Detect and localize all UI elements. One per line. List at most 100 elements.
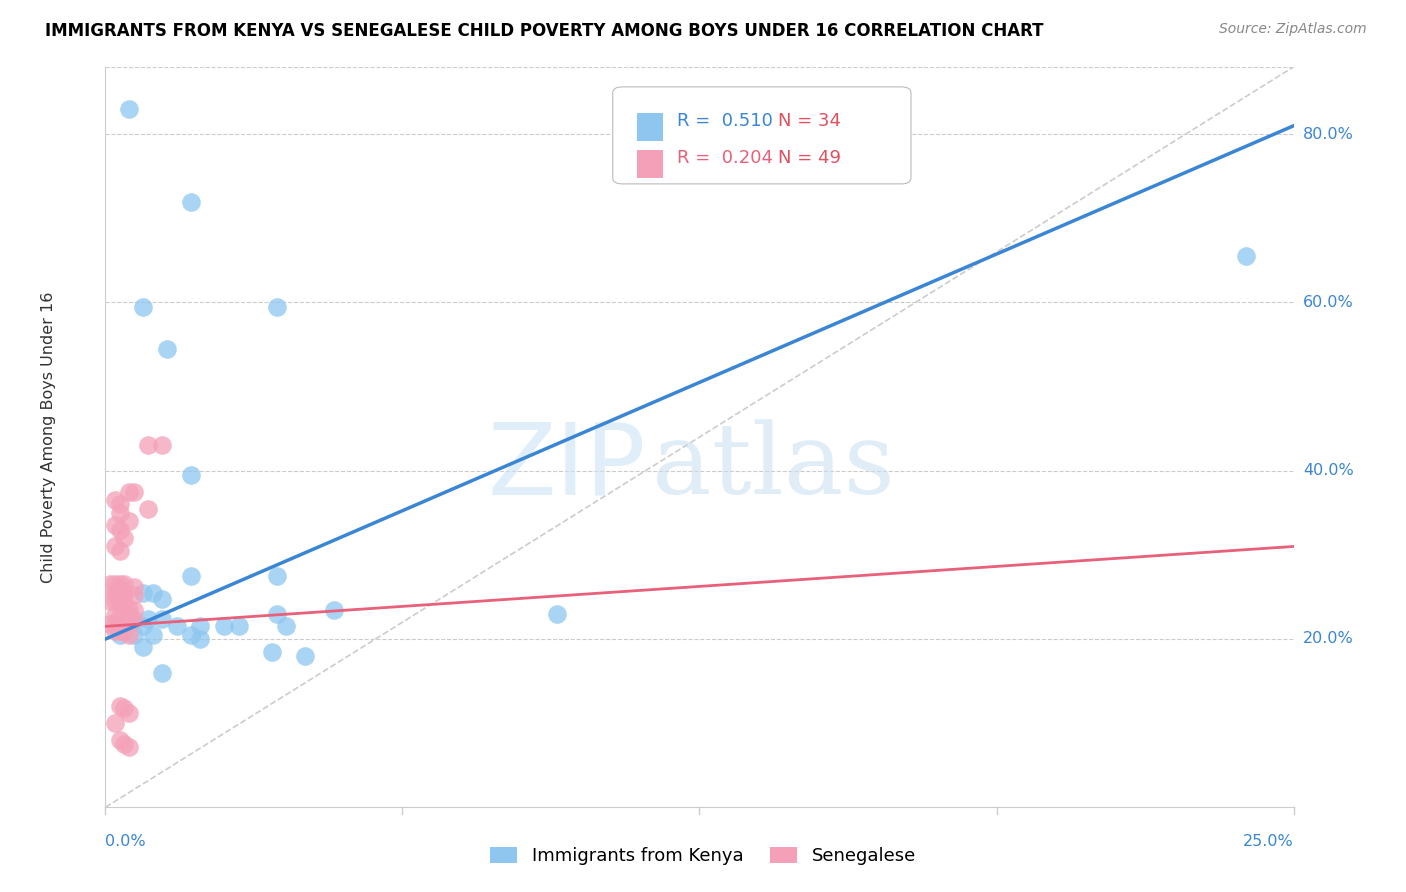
Point [214, 619, 236, 633]
Point [108, 582, 131, 596]
Point [108, 523, 131, 537]
Point [142, 585, 165, 599]
Point [228, 619, 250, 633]
Point [108, 585, 131, 599]
Point [108, 619, 131, 633]
Legend: Immigrants from Kenya, Senegalese: Immigrants from Kenya, Senegalese [482, 839, 924, 872]
Point [122, 602, 145, 616]
Point [118, 484, 141, 499]
Point [132, 585, 155, 599]
Text: N = 34: N = 34 [778, 112, 841, 130]
Point [156, 342, 179, 356]
Point [190, 619, 212, 633]
Point [152, 612, 174, 626]
Point [104, 540, 127, 554]
Point [108, 506, 131, 520]
Point [108, 543, 131, 558]
Point [122, 614, 145, 628]
Point [104, 518, 127, 533]
Point [180, 628, 202, 642]
Point [104, 493, 127, 508]
Point [104, 577, 127, 591]
Point [266, 569, 288, 583]
Point [118, 611, 141, 625]
Point [104, 594, 127, 608]
Point [132, 619, 155, 633]
Text: R =  0.204: R = 0.204 [676, 149, 773, 167]
Point [104, 608, 127, 623]
Point [104, 616, 127, 631]
Text: atlas: atlas [652, 419, 894, 515]
Point [114, 577, 136, 591]
Point [114, 594, 136, 608]
Point [132, 640, 155, 655]
Point [114, 737, 136, 751]
FancyBboxPatch shape [613, 87, 911, 184]
Point [122, 628, 145, 642]
Point [180, 467, 202, 482]
Point [152, 591, 174, 606]
Text: Source: ZipAtlas.com: Source: ZipAtlas.com [1219, 22, 1367, 37]
Point [104, 624, 127, 638]
Text: 20.0%: 20.0% [1303, 632, 1354, 647]
Point [114, 531, 136, 545]
Point [266, 300, 288, 314]
Point [108, 733, 131, 747]
Point [260, 645, 283, 659]
Text: 25.0%: 25.0% [1243, 834, 1294, 849]
Point [108, 497, 131, 511]
Point [132, 300, 155, 314]
Point [118, 739, 141, 754]
Point [546, 607, 568, 621]
Point [166, 619, 188, 633]
Point [122, 588, 145, 602]
Point [118, 628, 141, 642]
Point [104, 585, 127, 599]
Point [1234, 249, 1257, 263]
Point [108, 699, 131, 714]
Point [118, 706, 141, 720]
Point [180, 569, 202, 583]
Text: ZIP: ZIP [488, 418, 645, 516]
Point [152, 665, 174, 680]
Point [108, 608, 131, 623]
Text: Child Poverty Among Boys Under 16: Child Poverty Among Boys Under 16 [41, 292, 56, 582]
Text: N = 49: N = 49 [778, 149, 841, 167]
Point [274, 619, 297, 633]
Point [118, 608, 141, 623]
Point [104, 716, 127, 731]
Point [108, 594, 131, 608]
Point [108, 628, 131, 642]
Text: 60.0%: 60.0% [1303, 295, 1354, 310]
Point [118, 514, 141, 528]
Point [114, 619, 136, 633]
Point [136, 612, 159, 626]
Point [136, 438, 159, 452]
Bar [637, 112, 662, 141]
Point [98, 616, 121, 631]
Point [114, 701, 136, 715]
Point [122, 580, 145, 594]
Point [114, 608, 136, 623]
Point [98, 594, 121, 608]
Text: 40.0%: 40.0% [1303, 463, 1354, 478]
Text: IMMIGRANTS FROM KENYA VS SENEGALESE CHILD POVERTY AMONG BOYS UNDER 16 CORRELATIO: IMMIGRANTS FROM KENYA VS SENEGALESE CHIL… [45, 22, 1043, 40]
Point [114, 585, 136, 599]
Point [98, 577, 121, 591]
Point [118, 102, 141, 116]
Point [108, 577, 131, 591]
Point [294, 648, 316, 663]
Point [322, 602, 344, 616]
Point [118, 602, 141, 616]
Text: 80.0%: 80.0% [1303, 127, 1354, 142]
Point [108, 624, 131, 638]
Point [266, 607, 288, 621]
Point [122, 484, 145, 499]
Point [136, 501, 159, 516]
Point [114, 625, 136, 640]
Text: 0.0%: 0.0% [105, 834, 146, 849]
Point [190, 632, 212, 646]
Point [180, 194, 202, 209]
Bar [637, 150, 662, 178]
Point [142, 628, 165, 642]
